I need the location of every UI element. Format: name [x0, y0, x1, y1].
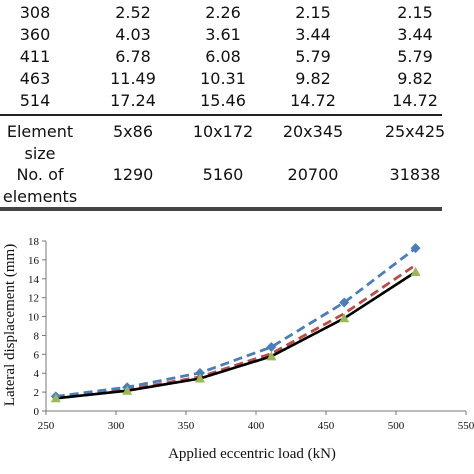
data-point-marker	[410, 266, 421, 276]
table-cell: 5x86	[112, 122, 153, 141]
table-cell: 5.79	[295, 47, 331, 66]
table-cell: 15.46	[200, 91, 246, 110]
table-cell: 6.08	[205, 47, 241, 66]
chart-series	[50, 243, 421, 403]
data-point-marker	[410, 243, 421, 254]
x-tick-label: 550	[458, 420, 474, 432]
table-cell: 2.15	[295, 3, 331, 22]
table-cell: 3.44	[397, 25, 433, 44]
table-cell: 14.72	[290, 91, 336, 110]
table-cell: 360	[19, 25, 51, 44]
x-tick-label: 250	[38, 420, 55, 432]
table-row: 5x86 10x172 20x345 25x425	[0, 121, 474, 143]
num-elements-label: elements	[2, 187, 78, 206]
table-row: 308 2.52 2.26 2.15 2.15	[0, 2, 474, 24]
table-cell: 10x172	[192, 122, 254, 141]
table-cell: 5160	[202, 165, 244, 184]
table-cell: 10.31	[200, 69, 246, 88]
results-table: 308 2.52 2.26 2.15 2.15 360 4.03 3.61 3.…	[0, 0, 474, 212]
x-tick-label: 350	[178, 420, 195, 432]
table-cell: 14.72	[392, 91, 438, 110]
y-tick-label: 14	[28, 274, 40, 286]
table-cell: 411	[19, 47, 51, 66]
x-tick-label: 450	[318, 420, 335, 432]
table-cell: 31838	[389, 165, 441, 184]
table-cell: 3.44	[295, 25, 331, 44]
series-line	[55, 263, 417, 400]
table-row: 514 17.24 15.46 14.72 14.72	[0, 90, 474, 112]
table-cell: 514	[19, 91, 51, 110]
data-point-marker	[195, 373, 205, 383]
y-tick-label: 2	[34, 387, 40, 399]
element-size-label: Element	[6, 122, 74, 141]
line-chart: 0 2 4 6 8 10 12 14 16 18 250 300 350 400 450 500 550 App…	[2, 236, 474, 462]
data-point-marker	[339, 297, 350, 308]
table-cell: 20x345	[282, 122, 344, 141]
table-cell: 9.82	[295, 69, 331, 88]
y-tick-label: 4	[34, 368, 40, 380]
num-elements-label: No. of	[16, 165, 64, 184]
chart-axes: 0 2 4 6 8 10 12 14 16 18 250 300 350 400 450 500 550	[28, 236, 474, 432]
table-cell: 2.52	[115, 3, 151, 22]
data-point-marker	[339, 313, 350, 323]
series-line	[55, 270, 417, 400]
y-tick-label: 0	[34, 406, 40, 418]
series-line	[55, 247, 417, 398]
y-tick-label: 12	[28, 293, 39, 305]
table-row: 360 4.03 3.61 3.44 3.44	[0, 24, 474, 46]
x-tick-label: 500	[388, 420, 405, 432]
table-bottom-rule	[0, 207, 442, 211]
y-axis-label: Lateral displacement (mm)	[2, 244, 18, 406]
table-cell: 11.49	[110, 69, 156, 88]
table-row: 1290 5160 20700 31838	[0, 164, 474, 186]
table-cell: 2.26	[205, 3, 241, 22]
data-point-marker	[266, 341, 277, 352]
table-divider	[0, 114, 442, 116]
y-tick-label: 6	[34, 349, 40, 361]
y-tick-label: 8	[34, 330, 40, 342]
data-point-marker	[266, 351, 277, 361]
y-tick-label: 18	[28, 236, 40, 248]
table-cell: 9.82	[397, 69, 433, 88]
table-cell: 5.79	[397, 47, 433, 66]
x-tick-label: 300	[108, 420, 125, 432]
table-cell: 308	[19, 3, 51, 22]
table-cell: 3.61	[205, 25, 241, 44]
table-cell: 1290	[112, 165, 154, 184]
table-row: 463 11.49 10.31 9.82 9.82	[0, 68, 474, 90]
x-axis-label: Applied eccentric load (kN)	[168, 446, 336, 462]
table-cell: 463	[19, 69, 51, 88]
table-cell: 17.24	[110, 91, 156, 110]
table-cell: 25x425	[384, 122, 446, 141]
table-cell: 4.03	[115, 25, 151, 44]
table-cell: 6.78	[115, 47, 151, 66]
data-point-marker	[195, 367, 205, 378]
y-tick-label: 16	[28, 255, 40, 267]
y-tick-label: 10	[28, 312, 40, 324]
data-point-marker	[122, 385, 133, 395]
table-cell: 20700	[287, 165, 339, 184]
x-tick-label: 400	[248, 420, 265, 432]
data-point-marker	[50, 393, 61, 403]
element-size-label: size	[24, 144, 56, 163]
table-row: 411 6.78 6.08 5.79 5.79	[0, 46, 474, 68]
table-cell: 2.15	[397, 3, 433, 22]
